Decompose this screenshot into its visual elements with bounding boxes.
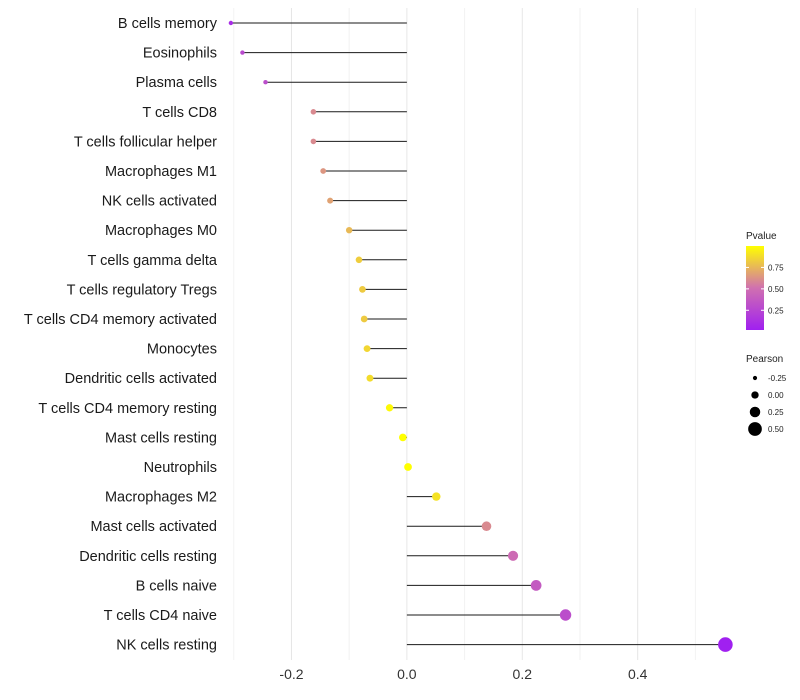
size-legend-point bbox=[752, 375, 758, 381]
lollipop-point bbox=[263, 79, 268, 85]
size-legend-label: -0.25 bbox=[768, 374, 787, 383]
size-legend-label: 0.25 bbox=[768, 408, 784, 417]
category-label: Mast cells activated bbox=[90, 519, 217, 535]
size-legend-point bbox=[749, 406, 761, 418]
pvalue-colorbar bbox=[746, 246, 764, 330]
category-label: T cells regulatory Tregs bbox=[67, 282, 217, 298]
x-tick-label: 0.0 bbox=[397, 666, 417, 682]
colorbar-tick-label: 0.25 bbox=[768, 306, 784, 315]
colorbar-tick-label: 0.75 bbox=[768, 263, 784, 272]
category-label: Eosinophils bbox=[143, 46, 217, 62]
lollipop-point bbox=[327, 197, 334, 204]
lollipop-point bbox=[310, 138, 317, 145]
lollipop-point bbox=[559, 609, 572, 621]
dot-layer bbox=[228, 20, 733, 652]
size-legend-label: 0.00 bbox=[768, 391, 784, 400]
lollipop-point bbox=[320, 168, 327, 174]
size-legend-label: 0.50 bbox=[768, 425, 784, 434]
lollipop-point bbox=[310, 109, 317, 115]
x-tick-label: 0.2 bbox=[513, 666, 533, 682]
lollipop-point bbox=[366, 374, 374, 382]
pvalue-legend: Pvalue 0.25 0.50 0.75 bbox=[746, 231, 784, 330]
category-label: Mast cells resting bbox=[105, 430, 217, 446]
category-label: Neutrophils bbox=[144, 460, 217, 476]
category-label: Monocytes bbox=[147, 342, 217, 358]
lollipop-point bbox=[228, 20, 234, 26]
category-label: T cells CD4 memory resting bbox=[38, 401, 217, 417]
category-label: Macrophages M0 bbox=[105, 223, 217, 239]
category-label: NK cells activated bbox=[102, 194, 217, 210]
x-tick-label: 0.4 bbox=[628, 666, 648, 682]
lollipop-point bbox=[718, 637, 733, 652]
lollipop-point bbox=[345, 227, 353, 234]
category-label: NK cells resting bbox=[116, 638, 217, 654]
lollipop-point bbox=[404, 463, 412, 471]
pearson-legend: Pearson -0.25 0.00 0.25 0.50 bbox=[746, 354, 787, 436]
grid-layer bbox=[233, 8, 696, 660]
stem-layer bbox=[230, 22, 726, 646]
size-legend-point bbox=[748, 422, 762, 436]
x-tick-label: -0.2 bbox=[279, 666, 303, 682]
category-label: T cells follicular helper bbox=[74, 134, 217, 150]
size-legend-point bbox=[751, 391, 759, 399]
category-label: Macrophages M1 bbox=[105, 164, 217, 180]
x-axis-ticks: -0.2 0.0 0.2 0.4 bbox=[279, 666, 647, 682]
lollipop-point bbox=[360, 315, 368, 323]
lollipop-point bbox=[399, 433, 407, 442]
category-label: B cells naive bbox=[136, 578, 217, 594]
lollipop-point bbox=[385, 404, 394, 412]
lollipop-point bbox=[481, 521, 492, 531]
pearson-legend-title: Pearson bbox=[746, 354, 783, 365]
category-label: Dendritic cells resting bbox=[79, 549, 217, 565]
category-label: Macrophages M2 bbox=[105, 490, 217, 506]
lollipop-point bbox=[240, 50, 245, 55]
lollipop-point bbox=[355, 256, 363, 264]
category-label: T cells gamma delta bbox=[88, 253, 218, 269]
category-labels: B cells memory Eosinophils Plasma cells T c… bbox=[24, 16, 218, 654]
lollipop-point bbox=[359, 286, 366, 293]
category-label: T cells CD4 naive bbox=[104, 608, 217, 624]
lollipop-point bbox=[432, 492, 441, 501]
category-label: Dendritic cells activated bbox=[65, 371, 217, 387]
lollipop-point bbox=[507, 550, 519, 561]
colorbar-tick-label: 0.50 bbox=[768, 285, 784, 294]
category-label: Plasma cells bbox=[136, 75, 217, 91]
lollipop-point bbox=[363, 345, 371, 353]
category-label: T cells CD8 bbox=[142, 105, 217, 121]
category-label: T cells CD4 memory activated bbox=[24, 312, 217, 328]
category-label: B cells memory bbox=[118, 16, 218, 32]
pvalue-legend-title: Pvalue bbox=[746, 231, 777, 242]
lollipop-point bbox=[530, 580, 542, 591]
